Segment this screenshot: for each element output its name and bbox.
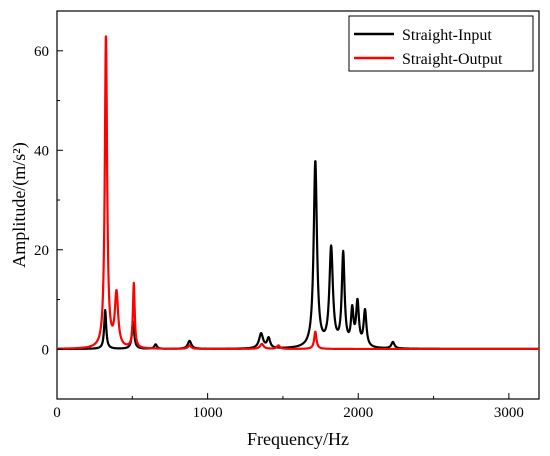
- y-tick-label: 0: [42, 342, 50, 358]
- series-line-straight-output: [57, 35, 539, 351]
- x-axis-label: Frequency/Hz: [247, 429, 349, 449]
- legend-label-straight-output: Straight-Output: [402, 51, 503, 68]
- axes: 0 1000 2000 3000 0 20 40 60: [34, 44, 524, 421]
- series-line-straight-input: [57, 160, 539, 351]
- legend: Straight-Input Straight-Output: [348, 15, 534, 72]
- series-layer: [57, 35, 539, 351]
- x-tick-label: 0: [53, 405, 61, 421]
- y-tick-label: 40: [34, 143, 49, 159]
- x-tick-label: 2000: [343, 405, 373, 421]
- y-tick-label: 60: [34, 44, 49, 60]
- y-tick-label: 20: [34, 243, 49, 259]
- x-tick-label: 3000: [494, 405, 524, 421]
- plot-frame: [56, 10, 540, 400]
- y-axis-label: Amplitude/(m/s²): [9, 142, 30, 267]
- legend-box: [348, 15, 534, 72]
- x-tick-label: 1000: [193, 405, 223, 421]
- legend-label-straight-input: Straight-Input: [402, 27, 492, 44]
